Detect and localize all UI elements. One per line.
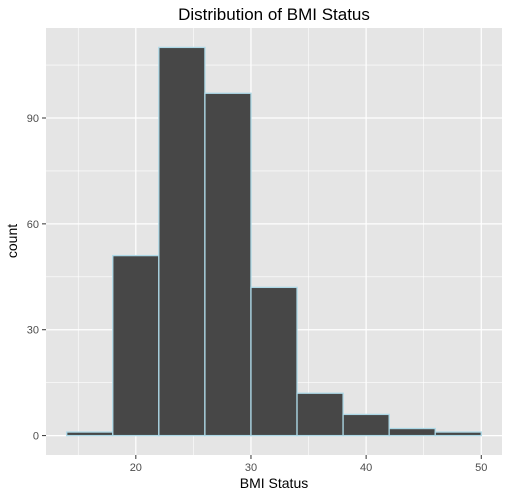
y-tick-label: 60 bbox=[27, 219, 39, 231]
x-tick-label: 40 bbox=[360, 462, 372, 474]
x-tick-label: 50 bbox=[475, 462, 487, 474]
x-tick-label: 20 bbox=[130, 462, 142, 474]
y-tick-label: 30 bbox=[27, 325, 39, 337]
bars bbox=[66, 46, 482, 437]
histogram-bar bbox=[204, 92, 252, 437]
y-axis-ticks: 0 30 60 90 bbox=[27, 113, 46, 443]
chart-title: Distribution of BMI Status bbox=[178, 5, 370, 24]
y-axis-title: count bbox=[4, 224, 20, 258]
x-axis-title: BMI Status bbox=[240, 475, 308, 491]
x-tick-label: 30 bbox=[245, 462, 257, 474]
y-tick-label: 90 bbox=[27, 113, 39, 125]
histogram-bar bbox=[250, 286, 298, 437]
histogram-bar bbox=[112, 254, 160, 437]
histogram-bar bbox=[434, 431, 482, 437]
histogram-bar bbox=[296, 392, 344, 437]
y-tick-label: 0 bbox=[33, 431, 39, 443]
x-axis-ticks: 20 30 40 50 bbox=[130, 455, 487, 474]
histogram-bar bbox=[388, 427, 436, 437]
histogram-bar bbox=[158, 46, 206, 437]
histogram-bar bbox=[342, 413, 390, 437]
histogram-bar bbox=[66, 431, 114, 437]
